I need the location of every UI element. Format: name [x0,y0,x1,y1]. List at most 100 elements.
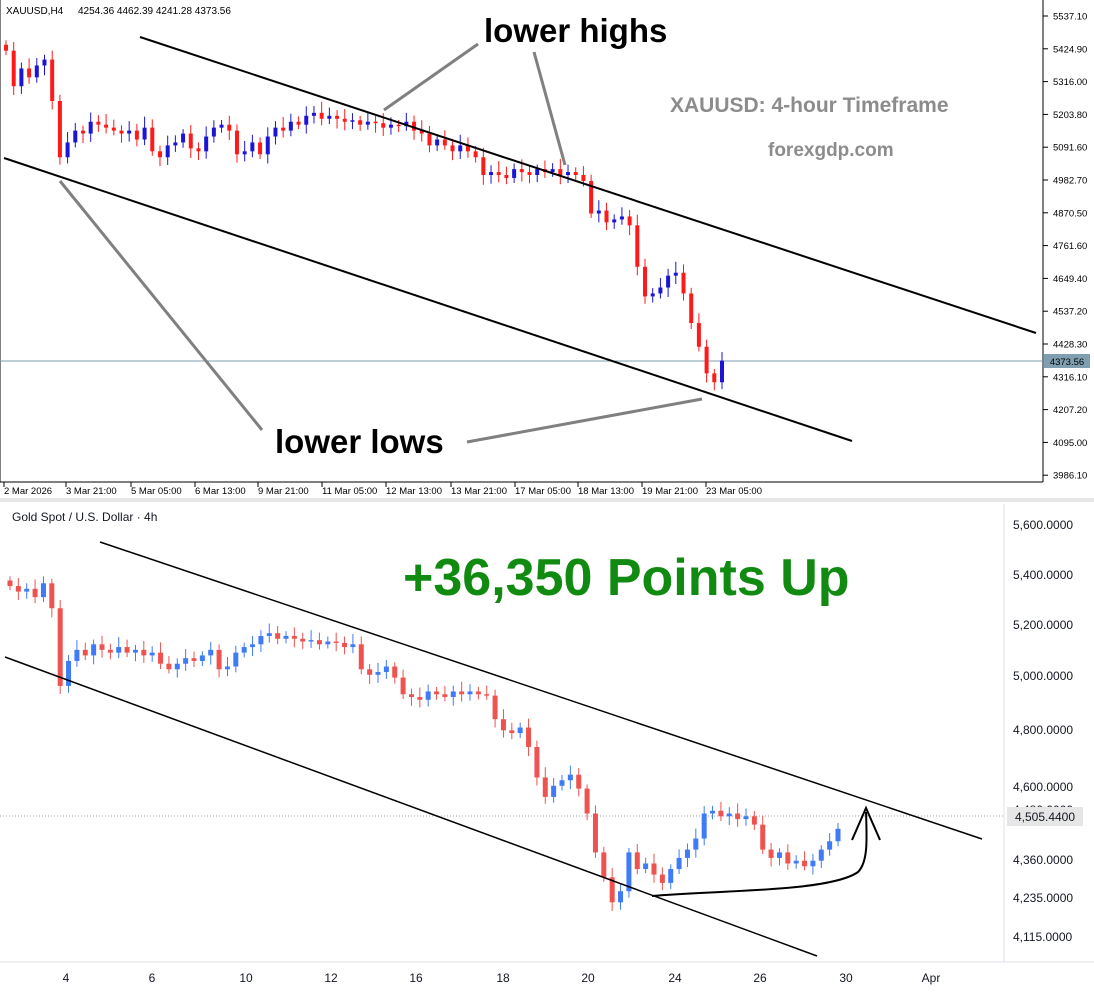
top-candle-body [127,130,132,134]
bottom-candle-body [626,852,632,892]
bottom-candle-body [91,644,97,656]
bottom-candle-body [634,852,640,870]
top-header-symbol: XAUUSD,H4 [6,6,64,17]
top-candle-body [134,130,139,140]
top-candle-body [465,145,470,152]
bottom-candle-body [74,649,80,661]
top-candle-body [304,115,309,125]
top-price-tick: 5091.60 [1053,143,1087,154]
bottom-time-tick: 18 [496,971,510,985]
bottom-candle-body [183,658,189,664]
bottom-candle-body [191,658,197,661]
bottom-time-tick: 30 [839,971,853,985]
top-price-tick: 5424.90 [1053,44,1087,55]
bottom-price-tick: 4,115.0000 [1013,930,1072,944]
bottom-price-tick: 5,400.0000 [1013,568,1073,582]
bottom-candle-body [400,677,406,695]
top-candle-body [527,172,532,176]
bottom-candle-body [417,697,423,700]
top-candle-body [204,136,209,152]
top-candle-body [612,219,617,223]
bottom-candle-body [266,633,272,636]
bottom-candle-body [751,816,757,825]
lower-highs-arrow-right [532,51,567,166]
top-candle-body [80,130,85,134]
bottom-candle-body [49,583,55,609]
panel-separator [0,498,1094,502]
top-time-tick: 5 Mar 05:00 [131,486,182,497]
top-channel-lower-line [3,157,853,442]
top-candle-body [489,172,494,176]
top-time-tick: 12 Mar 13:00 [386,486,442,497]
top-candle-body [535,169,540,176]
top-candle-body [373,121,378,124]
bottom-time-tick: 6 [149,971,156,985]
top-watermark: forexgdp.com [768,140,894,161]
top-time-tick: 3 Mar 21:00 [66,486,117,497]
top-candle-body [435,139,440,146]
bottom-candle-body [684,849,690,858]
top-price-tick: 3986.10 [1053,471,1087,482]
bottom-candle-body [57,608,63,686]
top-candle-body [258,142,263,155]
bottom-candle-body [467,691,473,695]
bottom-candle-body [492,695,498,720]
bottom-candle-body [760,824,766,850]
bottom-candle-body [392,666,398,678]
top-candle-body [412,121,417,131]
bottom-time-tick: 16 [409,971,423,985]
bottom-candle-body [442,694,448,698]
lower-lows-label: lower lows [275,423,444,460]
top-candle-body [227,124,232,131]
bottom-candle-body [383,666,389,673]
bottom-candle-body [718,810,724,817]
bottom-candle-body [526,727,532,747]
top-candle-body [481,157,486,176]
bottom-time-tick: 4 [63,971,70,985]
top-candle-body [504,175,509,178]
top-candle-body [65,142,70,158]
top-candle-body [666,275,671,288]
top-candle-body [419,130,424,134]
bottom-candle-body [726,813,732,817]
top-price-axis: 5537.10 5424.90 5316.00 5203.80 5091.60 4982.… [1043,12,1087,482]
bottom-candle-body [609,877,615,903]
top-candle-body [596,210,601,214]
bottom-candle-body [208,649,214,656]
bottom-candle-body [567,774,573,781]
top-chart-svg: 5537.10 5424.90 5316.00 5203.80 5091.60 4982.… [0,0,1094,500]
top-candle-body [173,142,178,146]
top-candle-body [512,169,517,178]
top-price-tick: 4537.20 [1053,307,1087,318]
lower-lows-arrow-right [466,397,703,444]
top-candle-body [450,145,455,152]
bottom-candle-body [241,647,247,653]
bottom-candle-body [141,649,147,656]
top-candle-body [566,172,571,176]
top-candle-body [704,346,709,374]
bottom-chart-svg: 5,600.0000 5,400.0000 5,200.0000 5,000.0000… [0,504,1094,1000]
top-candle-body [142,127,147,140]
top-candle-body [11,50,16,87]
top-candle-body [689,293,694,324]
bottom-candle-body [199,655,205,661]
bottom-candle-body [308,640,314,642]
top-candle-body [342,118,347,122]
top-candle-body [635,225,640,267]
top-candle-body [27,68,32,78]
bottom-candle-body [693,838,699,850]
bottom-candle-body [7,580,13,587]
top-price-tick: 4649.40 [1053,274,1087,285]
bottom-candle-body [283,635,289,639]
bottom-candle-body [459,691,465,695]
top-candle-body [42,59,47,66]
bottom-candle-body [542,777,548,797]
top-candle-body [696,323,701,347]
bottom-candle-body [768,849,774,858]
top-price-tick: 4982.70 [1053,176,1087,187]
bottom-candle-body [250,644,256,648]
bottom-candle-body [551,785,557,797]
points-up-headline: +36,350 Points Up [403,549,850,607]
top-price-tick: 5203.80 [1053,110,1087,121]
bottom-candle-body [818,849,824,861]
